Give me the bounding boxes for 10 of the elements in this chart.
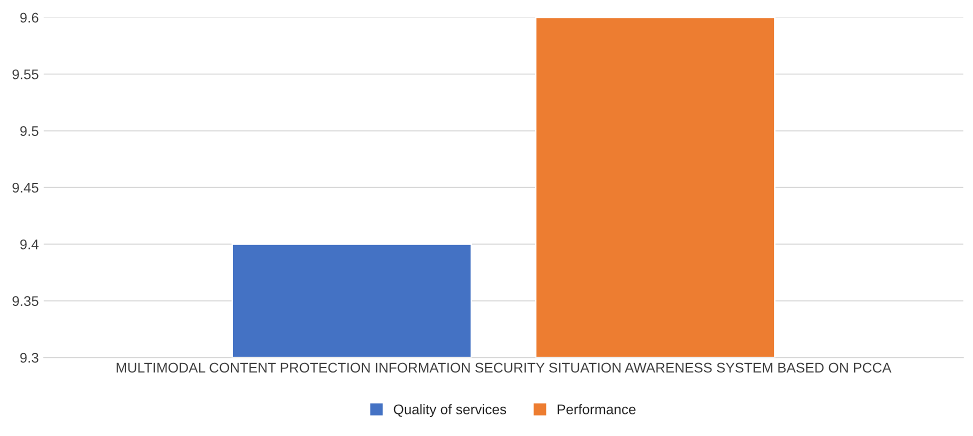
legend-label: Performance <box>558 404 636 414</box>
x-tick-label: MULTIMODAL CONTENT PROTECTION INFORMATION SECURITY SITUATION AWARENESS SYSTEM BASED ON PCCA <box>116 362 892 373</box>
y-tick-label: 9.4 <box>20 239 39 250</box>
y-tick-label: 9.6 <box>20 12 38 23</box>
y-tick-label: 9.55 <box>12 69 38 80</box>
y-tick-label: 9.3 <box>20 352 38 363</box>
legend-label: Quality of services <box>394 404 506 418</box>
y-tick-label: 9.45 <box>12 182 38 193</box>
y-tick-label: 9.5 <box>20 126 38 136</box>
y-tick-label: 9.35 <box>12 296 38 306</box>
